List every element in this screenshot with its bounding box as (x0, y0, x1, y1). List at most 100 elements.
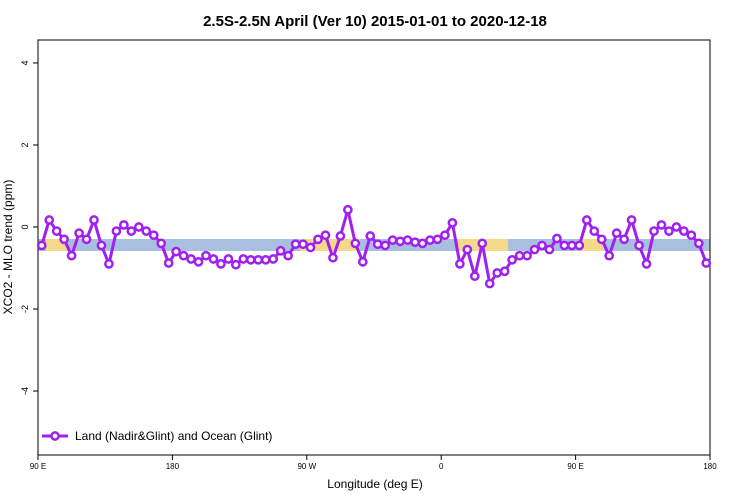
y-tick-label: 4 (20, 60, 30, 65)
point (231, 259, 241, 270)
point (656, 220, 667, 230)
point (701, 258, 712, 268)
y-axis-label: XCO2 - MLO trend (ppm) (1, 180, 15, 315)
point (335, 231, 346, 241)
point (626, 215, 637, 225)
point (253, 254, 264, 265)
point (544, 244, 555, 255)
point (268, 254, 279, 264)
point (201, 250, 211, 261)
point (484, 278, 495, 289)
point (649, 226, 659, 236)
point (387, 235, 398, 245)
point (133, 222, 144, 232)
point (51, 226, 62, 236)
x-tick-label: 90 E (567, 462, 583, 471)
point (417, 238, 428, 249)
legend-label: Land (Nadir&Glint) and Ocean (Glint) (75, 429, 272, 443)
point (574, 240, 585, 251)
point (238, 254, 249, 264)
point (313, 234, 323, 245)
point (514, 250, 525, 261)
point (186, 254, 196, 264)
point (260, 254, 271, 265)
point (141, 226, 152, 236)
point (171, 246, 181, 257)
point (178, 250, 189, 261)
point (372, 239, 383, 250)
point (357, 257, 368, 267)
point (328, 252, 338, 263)
point (320, 230, 331, 241)
point (447, 218, 458, 228)
point (104, 259, 114, 269)
point (36, 240, 47, 251)
point (469, 271, 480, 282)
point (492, 268, 503, 278)
point (410, 237, 420, 248)
point (111, 226, 122, 236)
point (462, 244, 473, 255)
point (44, 215, 55, 225)
point (537, 240, 547, 251)
point (477, 238, 488, 249)
point (365, 231, 376, 241)
point (163, 258, 174, 268)
point (611, 228, 622, 238)
point (693, 238, 704, 249)
point (529, 244, 540, 255)
point (619, 234, 629, 245)
y-tick-label: -4 (20, 387, 30, 395)
point (671, 222, 682, 232)
point (440, 230, 450, 241)
point (350, 238, 361, 249)
point (402, 235, 413, 245)
point (425, 235, 435, 245)
chart-title: 2.5S-2.5N April (Ver 10) 2015-01-01 to 2… (203, 13, 547, 30)
y-tick-label: 2 (20, 142, 30, 147)
point (581, 215, 592, 225)
point (283, 250, 293, 261)
point (305, 242, 316, 253)
point (208, 254, 219, 264)
x-tick-label: 90 E (30, 462, 46, 471)
y-tick-label: -2 (20, 305, 30, 313)
point (223, 254, 234, 264)
x-tick-label: 180 (166, 462, 180, 471)
point (126, 226, 137, 236)
point (455, 259, 465, 269)
point (66, 250, 77, 261)
point (395, 236, 405, 247)
point (596, 234, 607, 245)
point (507, 254, 517, 265)
point (589, 226, 600, 236)
x-tick-label: 180 (703, 462, 717, 471)
point (679, 226, 689, 236)
point (604, 250, 615, 261)
point (634, 240, 644, 251)
x-tick-label: 0 (439, 462, 444, 471)
point (193, 257, 204, 267)
y-tick-label: 0 (20, 224, 30, 229)
point (686, 230, 697, 241)
point (156, 238, 167, 249)
point (275, 245, 286, 256)
point (96, 240, 107, 251)
point (559, 240, 570, 251)
point (290, 239, 301, 250)
point (499, 266, 510, 277)
point (245, 254, 256, 265)
point (664, 226, 674, 236)
point (59, 234, 69, 245)
point (380, 240, 391, 251)
point (552, 233, 562, 244)
point (343, 204, 353, 215)
point (522, 250, 532, 261)
point (432, 234, 443, 245)
point (567, 240, 577, 251)
x-axis-label: Longitude (deg E) (327, 477, 422, 491)
point (641, 259, 652, 269)
point (148, 230, 159, 241)
point (119, 220, 129, 230)
